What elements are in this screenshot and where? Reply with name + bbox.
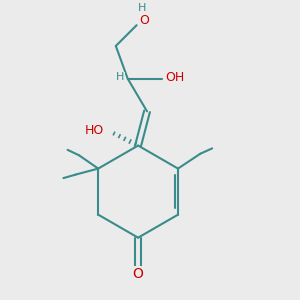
- Text: HO: HO: [85, 124, 104, 137]
- Text: H: H: [138, 3, 146, 13]
- Text: H: H: [116, 72, 125, 82]
- Text: OH: OH: [165, 71, 184, 84]
- Text: O: O: [133, 267, 143, 281]
- Text: O: O: [140, 14, 149, 27]
